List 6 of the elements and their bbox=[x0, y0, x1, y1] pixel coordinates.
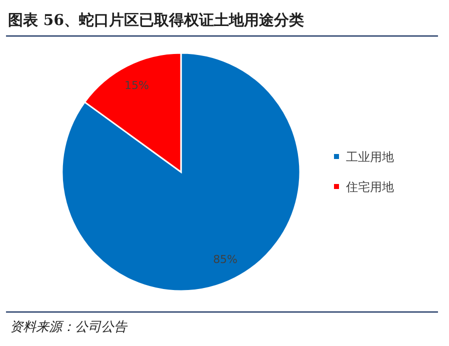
data-label: 15% bbox=[124, 79, 149, 92]
chart-title: 图表 56、蛇口片区已取得权证土地用途分类 bbox=[8, 11, 304, 29]
legend-label: 工业用地 bbox=[346, 150, 394, 164]
legend-label: 住宅用地 bbox=[345, 180, 394, 194]
data-label: 85% bbox=[213, 252, 238, 266]
text: 资料来源：公司公告 bbox=[10, 320, 128, 335]
